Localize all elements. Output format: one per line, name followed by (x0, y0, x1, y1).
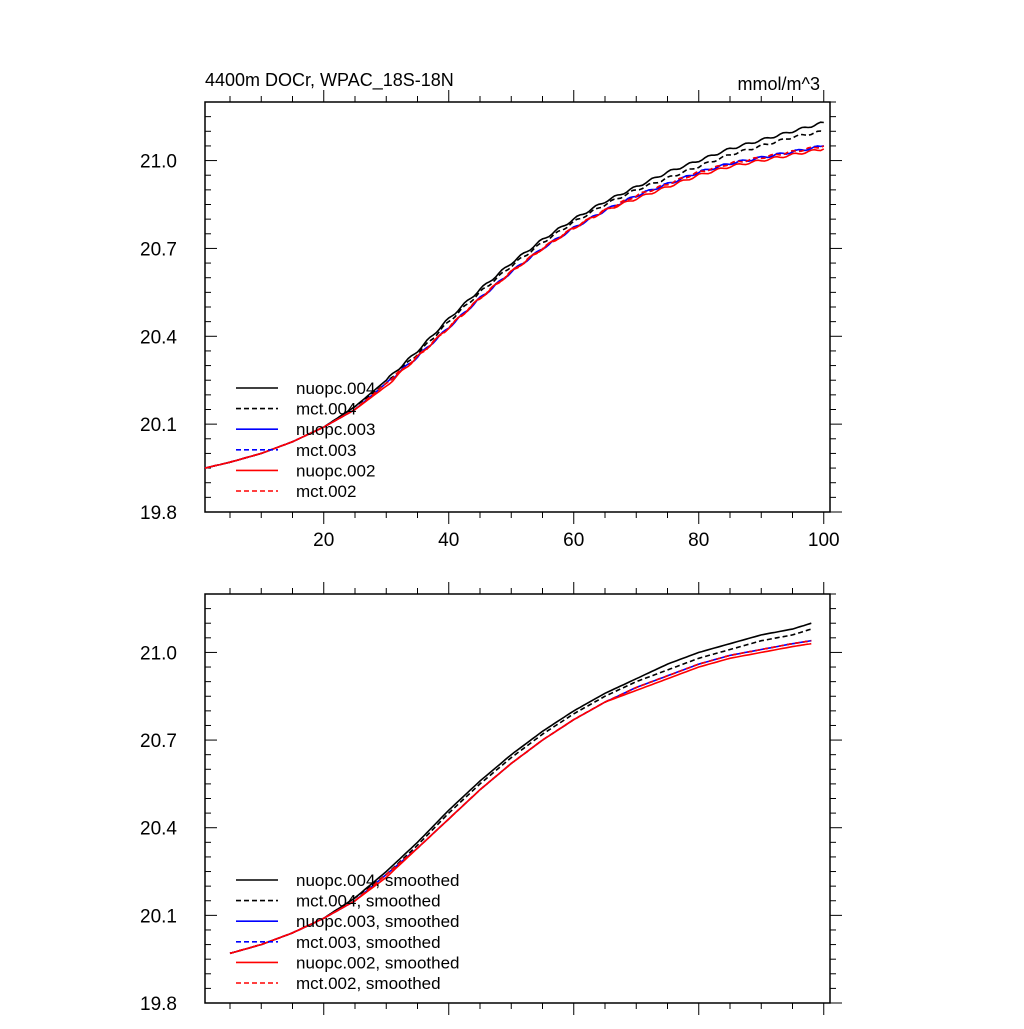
legend-label: mct.003 (296, 441, 356, 460)
chart-panel-1: 20 40 60 80 100 19.8 20.1 20.4 20.7 21.0 4400m DOC… (140, 70, 842, 551)
y-tick-label: 20.7 (140, 239, 177, 260)
legend-label: nuopc.003, smoothed (296, 912, 460, 931)
x-tick-label: 40 (438, 530, 459, 551)
y-tick-label: 19.8 (140, 503, 177, 524)
y-tick-label: 21.0 (140, 152, 177, 173)
legend-label: mct.004, smoothed (296, 892, 441, 911)
legend-label: nuopc.003 (296, 420, 375, 439)
y-tick-label: 20.1 (140, 906, 177, 927)
y-tick-label: 19.8 (140, 994, 177, 1015)
series-line-mct-004 (204, 130, 824, 469)
series-line-mct-002 (204, 145, 825, 469)
legend-label: mct.004 (296, 400, 356, 419)
legend-label: mct.003, smoothed (296, 933, 441, 952)
legend-label: nuopc.004 (296, 379, 375, 398)
chart-panel-2: 19.8 20.1 20.4 20.7 21.0 nuopc.004, smoothed m… (140, 582, 842, 1015)
units-label: mmol/m^3 (738, 74, 820, 94)
y-tick-label: 20.7 (140, 731, 177, 752)
x-tick-label: 80 (688, 530, 709, 551)
x-tick-label: 60 (563, 530, 584, 551)
legend-label: nuopc.002, smoothed (296, 953, 460, 972)
legend-label: nuopc.004, smoothed (296, 871, 460, 890)
legend-label: mct.002 (296, 482, 356, 501)
x-tick-label: 20 (313, 530, 334, 551)
chart-title: 4400m DOCr, WPAC_18S-18N (205, 70, 454, 91)
series-line-mct-002-smoothed (229, 639, 812, 955)
legend-label: nuopc.002 (296, 461, 375, 480)
y-tick-label: 20.4 (140, 327, 177, 348)
x-tick-label: 100 (808, 530, 840, 551)
legend-label: mct.002, smoothed (296, 974, 441, 993)
y-tick-label: 20.1 (140, 415, 177, 436)
y-tick-label: 21.0 (140, 643, 177, 664)
y-tick-label: 20.4 (140, 819, 177, 840)
